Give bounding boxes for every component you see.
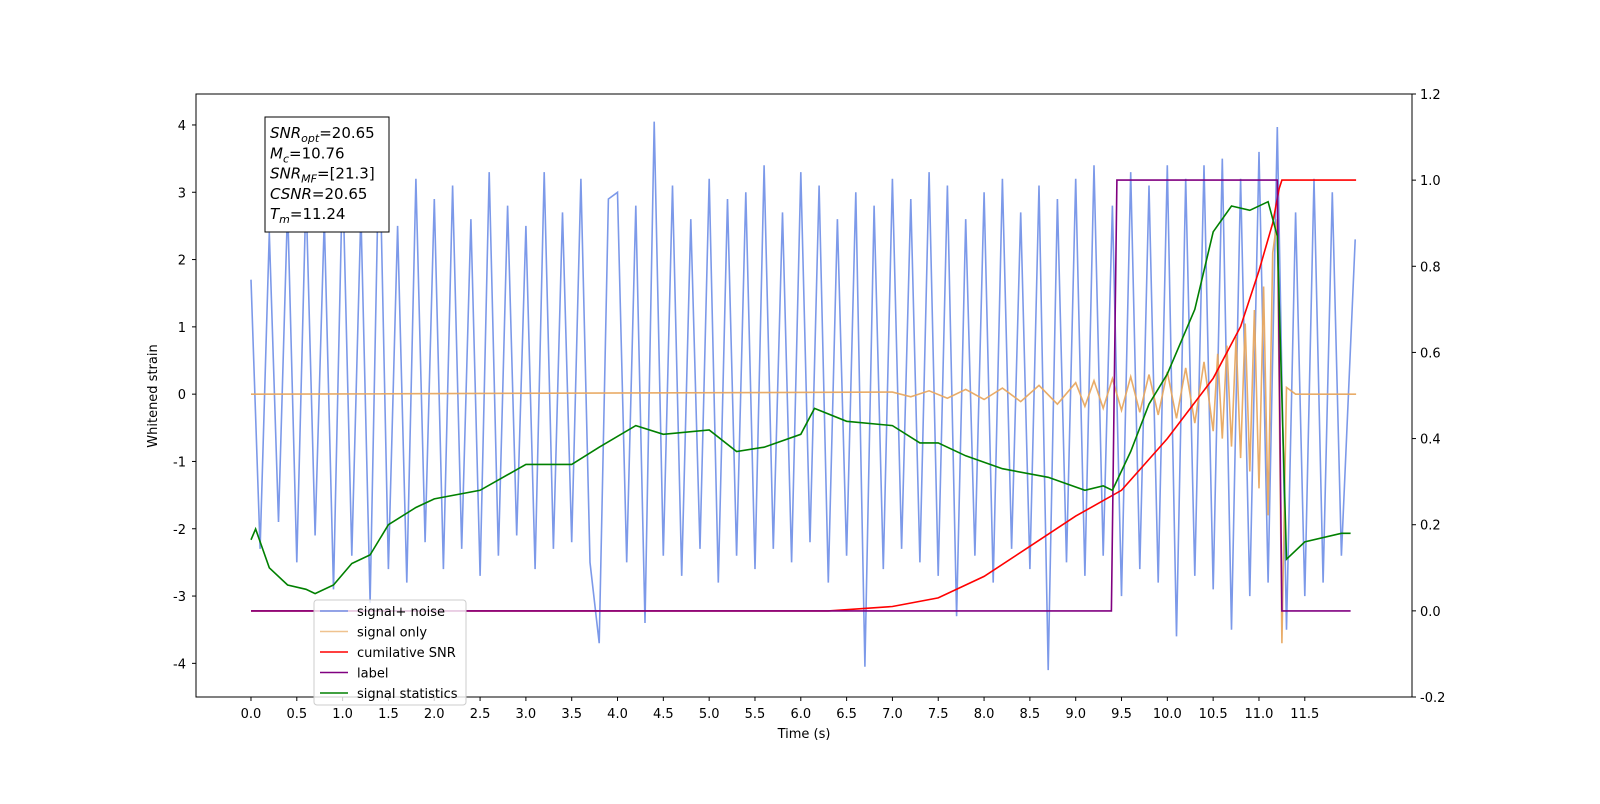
y-tick-label: 4 [178, 119, 186, 134]
y2-tick-label: 0.6 [1420, 346, 1441, 361]
annotation-text: =20.65 [319, 124, 375, 142]
x-tick-label: 11.0 [1244, 707, 1273, 722]
annotation-text: =[21.3] [317, 165, 375, 183]
x-tick-label: 2.5 [470, 707, 491, 722]
y2-tick-label: 0.8 [1420, 260, 1441, 275]
x-tick-label: 1.5 [378, 707, 399, 722]
y2-tick-label: 1.2 [1420, 88, 1441, 103]
x-tick-label: 11.5 [1290, 707, 1319, 722]
annotation-subscript: m [279, 213, 290, 226]
x-tick-label: 5.0 [699, 707, 720, 722]
legend-label: signal+ noise [357, 605, 445, 620]
y-tick-label: 3 [178, 186, 186, 201]
y2-tick-label: -0.2 [1420, 691, 1445, 706]
annotation-symbol: CSNR [270, 185, 312, 203]
x-tick-label: 3.0 [516, 707, 537, 722]
x-tick-label: 9.5 [1111, 707, 1132, 722]
y-tick-label: -1 [173, 455, 186, 470]
y-tick-label: -2 [173, 523, 186, 538]
annotation-box [264, 116, 390, 233]
x-tick-label: 0.0 [241, 707, 262, 722]
y-axis-label: Whitened strain [146, 344, 161, 447]
x-axis-label: Time (s) [777, 727, 831, 742]
y-tick-label: 0 [178, 388, 186, 403]
y-tick-label: 1 [178, 321, 186, 336]
annotation-subscript: c [283, 152, 289, 165]
series-line [251, 179, 1357, 612]
annotation-text: =10.76 [289, 144, 345, 162]
y2-tick-label: 0.4 [1420, 433, 1441, 448]
legend-label: cumilative SNR [357, 646, 456, 661]
annotation-symbol: T [270, 205, 281, 223]
x-tick-label: 7.5 [928, 707, 949, 722]
x-tick-label: 6.0 [790, 707, 811, 722]
y-tick-label: -4 [173, 657, 186, 672]
x-tick-label: 7.0 [882, 707, 903, 722]
series-line [251, 179, 1351, 612]
series-line [250, 121, 1356, 671]
annotation-line: Mc=10.76 [270, 144, 345, 165]
x-tick-label: 1.0 [332, 707, 353, 722]
annotation-symbol: SNR [270, 165, 301, 183]
annotation-text: =11.24 [290, 205, 346, 223]
x-tick-label: 8.5 [1020, 707, 1041, 722]
annotation-line: SNRopt=20.65 [270, 124, 375, 145]
x-tick-label: 2.0 [424, 707, 445, 722]
x-tick-label: 6.5 [836, 707, 857, 722]
x-tick-label: 3.5 [561, 707, 582, 722]
legend-label: signal statistics [357, 687, 458, 702]
y2-tick-label: 0.0 [1420, 605, 1441, 620]
annotation-subscript: MF [301, 173, 317, 186]
x-tick-label: 0.5 [286, 707, 307, 722]
legend-label: label [357, 667, 388, 682]
annotation-line: SNRMF=[21.3] [270, 165, 375, 186]
x-tick-label: 10.0 [1153, 707, 1182, 722]
y-tick-label: 2 [178, 254, 186, 269]
plot-frame [195, 93, 1413, 698]
annotation-symbol: M [270, 144, 283, 162]
x-tick-label: 4.5 [653, 707, 674, 722]
x-tick-label: 4.0 [607, 707, 628, 722]
legend-label: signal only [357, 626, 427, 641]
series-line [250, 200, 1351, 595]
x-tick-label: 5.5 [745, 707, 766, 722]
x-tick-label: 8.0 [974, 707, 995, 722]
x-tick-label: 9.0 [1065, 707, 1086, 722]
x-tick-label: 10.5 [1199, 707, 1228, 722]
annotation-subscript: opt [301, 132, 320, 145]
annotation-symbol: SNR [270, 124, 301, 142]
y2-tick-label: 0.2 [1420, 519, 1441, 534]
annotation-line: Tm=11.24 [270, 205, 345, 226]
annotation-text: =20.65 [312, 185, 368, 203]
legend-box [313, 599, 467, 706]
y-tick-label: -3 [173, 590, 186, 605]
annotation-line: CSNR=20.65 [270, 185, 367, 203]
series-line [250, 219, 1357, 644]
y2-tick-label: 1.0 [1420, 174, 1441, 189]
